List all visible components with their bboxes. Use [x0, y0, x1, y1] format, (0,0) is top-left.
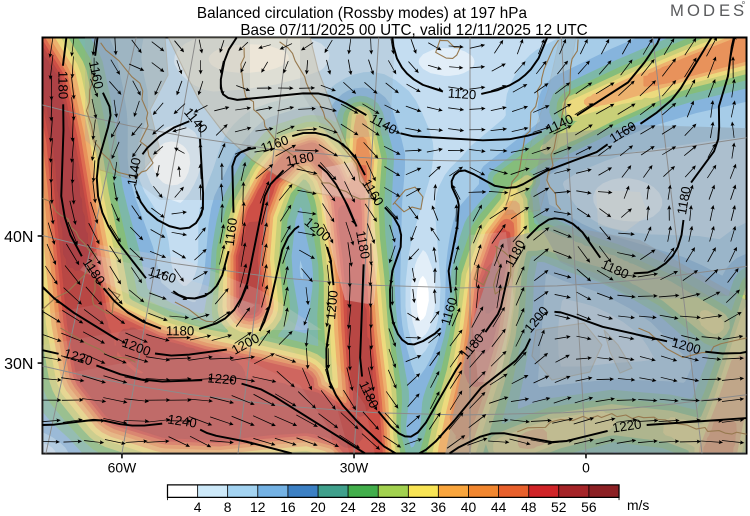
svg-text:1220: 1220 [207, 370, 238, 387]
svg-text:28: 28 [370, 499, 386, 515]
svg-text:40: 40 [461, 499, 477, 515]
svg-text:1160: 1160 [146, 263, 178, 286]
svg-text:32: 32 [401, 499, 417, 515]
svg-text:8: 8 [224, 499, 232, 515]
svg-text:M: M [670, 1, 684, 20]
svg-text:52: 52 [551, 499, 567, 515]
svg-text:1240: 1240 [166, 411, 197, 430]
svg-text:48: 48 [521, 499, 537, 515]
svg-text:E: E [719, 1, 730, 20]
svg-text:1140: 1140 [124, 157, 144, 187]
svg-text:1180: 1180 [285, 149, 316, 169]
svg-text:1180: 1180 [166, 323, 194, 338]
svg-text:1180: 1180 [55, 71, 70, 100]
svg-text:S: S [733, 1, 744, 20]
svg-text:44: 44 [491, 499, 507, 515]
svg-text:Balanced circulation (Rossby m: Balanced circulation (Rossby modes) at 1… [197, 5, 528, 22]
svg-text:m/s: m/s [627, 497, 649, 513]
svg-text:1200: 1200 [323, 290, 341, 321]
svg-text:1160: 1160 [222, 217, 240, 247]
svg-text:1160: 1160 [86, 59, 106, 90]
svg-text:4: 4 [194, 499, 202, 515]
svg-text:1120: 1120 [447, 86, 476, 103]
svg-text:56: 56 [581, 499, 597, 515]
svg-text:Base 07/11/2025 00 UTC, valid: Base 07/11/2025 00 UTC, valid 12/11/2025… [240, 22, 587, 39]
svg-text:60W: 60W [108, 460, 137, 476]
svg-text:12: 12 [250, 499, 266, 515]
svg-text:24: 24 [340, 499, 356, 515]
svg-text:40N: 40N [4, 229, 33, 246]
svg-text:0: 0 [582, 460, 590, 476]
svg-text:°: ° [742, 0, 746, 11]
svg-text:30W: 30W [340, 460, 369, 476]
svg-text:16: 16 [280, 499, 296, 515]
svg-text:30N: 30N [4, 356, 33, 373]
svg-text:20: 20 [310, 499, 326, 515]
svg-text:D: D [703, 1, 715, 20]
svg-text:O: O [687, 1, 700, 20]
svg-text:1180: 1180 [674, 185, 694, 216]
svg-text:1220: 1220 [611, 416, 642, 435]
svg-text:1180: 1180 [353, 229, 373, 260]
svg-text:1200: 1200 [670, 335, 702, 357]
svg-text:36: 36 [431, 499, 447, 515]
